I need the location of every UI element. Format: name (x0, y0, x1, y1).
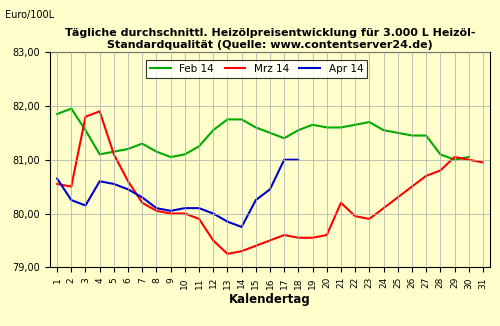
Mrz 14 (111, 152, 117, 156)
Mrz 14 (210, 238, 216, 242)
Apr 14 (96, 179, 102, 183)
Feb 14 (267, 131, 273, 135)
Apr 14 (154, 206, 160, 210)
Mrz 14 (310, 236, 316, 240)
Feb 14 (68, 107, 74, 111)
Mrz 14 (296, 236, 302, 240)
Mrz 14 (324, 233, 330, 237)
Mrz 14 (196, 217, 202, 221)
Mrz 14 (423, 174, 429, 178)
Feb 14 (111, 150, 117, 154)
Mrz 14 (125, 179, 131, 183)
Mrz 14 (466, 158, 471, 162)
Feb 14 (54, 112, 60, 116)
Feb 14 (253, 126, 259, 129)
Apr 14 (54, 177, 60, 181)
Feb 14 (394, 131, 400, 135)
Feb 14 (380, 128, 386, 132)
Mrz 14 (82, 115, 88, 119)
Mrz 14 (68, 185, 74, 188)
Line: Apr 14: Apr 14 (57, 160, 298, 227)
Feb 14 (182, 152, 188, 156)
Feb 14 (238, 117, 244, 121)
Apr 14 (182, 206, 188, 210)
Feb 14 (96, 152, 102, 156)
Feb 14 (296, 128, 302, 132)
Mrz 14 (54, 182, 60, 186)
Feb 14 (423, 134, 429, 138)
X-axis label: Kalendertag: Kalendertag (229, 293, 311, 306)
Feb 14 (154, 150, 160, 154)
Mrz 14 (338, 201, 344, 205)
Feb 14 (168, 155, 173, 159)
Feb 14 (324, 126, 330, 129)
Feb 14 (196, 144, 202, 148)
Feb 14 (210, 128, 216, 132)
Feb 14 (310, 123, 316, 127)
Apr 14 (210, 212, 216, 215)
Apr 14 (82, 203, 88, 207)
Feb 14 (224, 117, 230, 121)
Feb 14 (125, 147, 131, 151)
Apr 14 (125, 187, 131, 191)
Mrz 14 (224, 252, 230, 256)
Mrz 14 (182, 212, 188, 215)
Mrz 14 (352, 214, 358, 218)
Apr 14 (281, 158, 287, 162)
Mrz 14 (281, 233, 287, 237)
Feb 14 (438, 152, 444, 156)
Feb 14 (140, 141, 145, 145)
Text: Euro/100L: Euro/100L (5, 10, 54, 20)
Apr 14 (196, 206, 202, 210)
Feb 14 (452, 158, 458, 162)
Mrz 14 (438, 169, 444, 172)
Apr 14 (267, 187, 273, 191)
Apr 14 (168, 209, 173, 213)
Apr 14 (140, 195, 145, 199)
Mrz 14 (452, 155, 458, 159)
Mrz 14 (394, 195, 400, 199)
Mrz 14 (366, 217, 372, 221)
Feb 14 (409, 134, 415, 138)
Mrz 14 (154, 209, 160, 213)
Feb 14 (366, 120, 372, 124)
Legend: Feb 14, Mrz 14, Apr 14: Feb 14, Mrz 14, Apr 14 (146, 60, 368, 78)
Mrz 14 (168, 212, 173, 215)
Apr 14 (111, 182, 117, 186)
Feb 14 (352, 123, 358, 127)
Mrz 14 (409, 185, 415, 188)
Title: Tägliche durchschnittl. Heizölpreisentwicklung für 3.000 L Heizöl-
Standardquali: Tägliche durchschnittl. Heizölpreisentwi… (65, 28, 475, 50)
Apr 14 (224, 220, 230, 224)
Mrz 14 (267, 238, 273, 242)
Apr 14 (68, 198, 74, 202)
Mrz 14 (480, 160, 486, 164)
Apr 14 (238, 225, 244, 229)
Mrz 14 (380, 206, 386, 210)
Line: Feb 14: Feb 14 (57, 109, 469, 160)
Apr 14 (296, 158, 302, 162)
Line: Mrz 14: Mrz 14 (57, 111, 483, 254)
Mrz 14 (140, 201, 145, 205)
Mrz 14 (253, 244, 259, 248)
Feb 14 (82, 128, 88, 132)
Feb 14 (281, 136, 287, 140)
Feb 14 (466, 155, 471, 159)
Mrz 14 (96, 109, 102, 113)
Mrz 14 (238, 249, 244, 253)
Apr 14 (253, 198, 259, 202)
Feb 14 (338, 126, 344, 129)
